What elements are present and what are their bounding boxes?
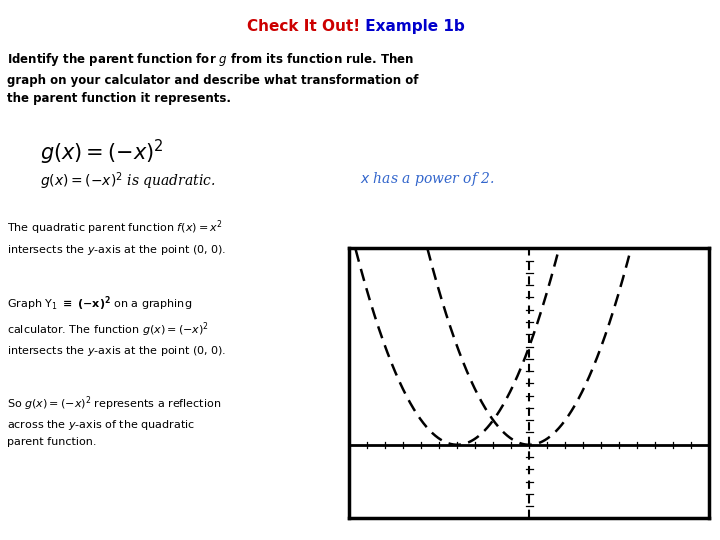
- Text: $g(x) = (-x)^2$: $g(x) = (-x)^2$: [40, 138, 163, 167]
- Text: $g(x) = (-x)^2$ is quadratic.: $g(x) = (-x)^2$ is quadratic.: [40, 170, 215, 192]
- Text: So $g(x) = (-x)^2$ represents a reflection
across the $y$-axis of the quadratic
: So $g(x) = (-x)^2$ represents a reflecti…: [7, 394, 222, 447]
- Text: $x$ has a power of 2.: $x$ has a power of 2.: [360, 170, 495, 188]
- Text: Check It Out!: Check It Out!: [247, 19, 360, 34]
- Text: Identify the parent function for $\mathit{g}$ from its function rule. Then
graph: Identify the parent function for $\mathi…: [7, 51, 419, 105]
- Text: The quadratic parent function $\mathit{f}(x) = x^2$
intersects the $y$-axis at t: The quadratic parent function $\mathit{f…: [7, 219, 227, 257]
- Text: Graph Y$_1$ $\mathbf{\equiv}$ $\mathbf{(-x)^2}$ on a graphing
calculator. The fu: Graph Y$_1$ $\mathbf{\equiv}$ $\mathbf{(…: [7, 294, 227, 358]
- Text: Example 1b: Example 1b: [360, 19, 464, 34]
